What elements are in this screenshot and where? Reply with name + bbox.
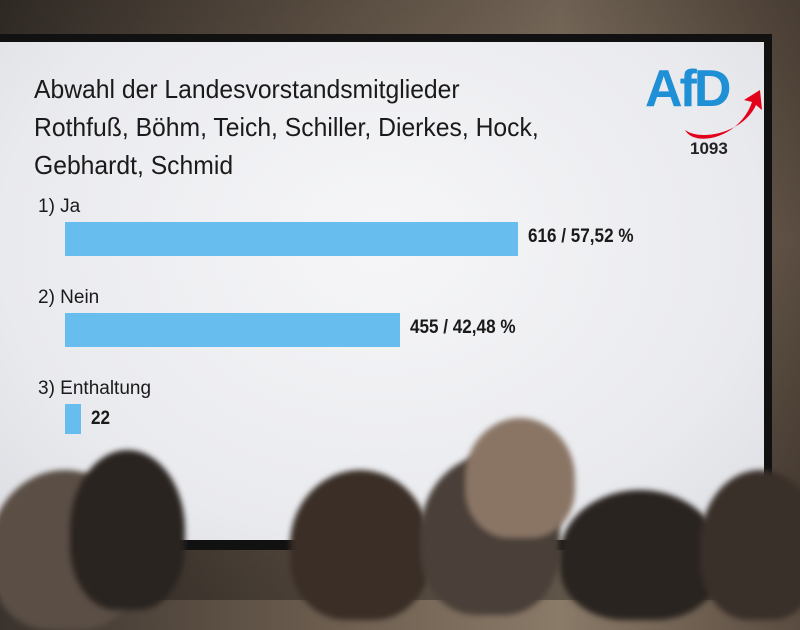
monitor-screen: Abwahl der Landesvorstandsmitglieder Rot…	[0, 42, 764, 540]
audience-head	[560, 490, 720, 620]
category-label: 1) Ja	[38, 196, 81, 217]
audience-head	[290, 470, 430, 620]
data-label: 616 / 57,52 %	[528, 226, 634, 247]
bar	[65, 222, 518, 256]
chart-title: Abwahl der Landesvorstandsmitglieder Rot…	[34, 74, 539, 180]
total-count: 1093	[690, 139, 728, 158]
data-label: 22	[91, 408, 111, 429]
bar	[65, 313, 400, 347]
audience-head	[465, 418, 575, 538]
category-label: 2) Nein	[38, 287, 100, 308]
bar	[65, 404, 82, 434]
audience-head	[700, 470, 800, 620]
data-label: 455 / 42,48 %	[409, 317, 516, 338]
category-label: 3) Enthaltung	[38, 378, 152, 399]
audience-head	[70, 450, 185, 610]
afd-logo: AfD	[645, 60, 762, 139]
svg-text:AfD: AfD	[645, 60, 730, 118]
